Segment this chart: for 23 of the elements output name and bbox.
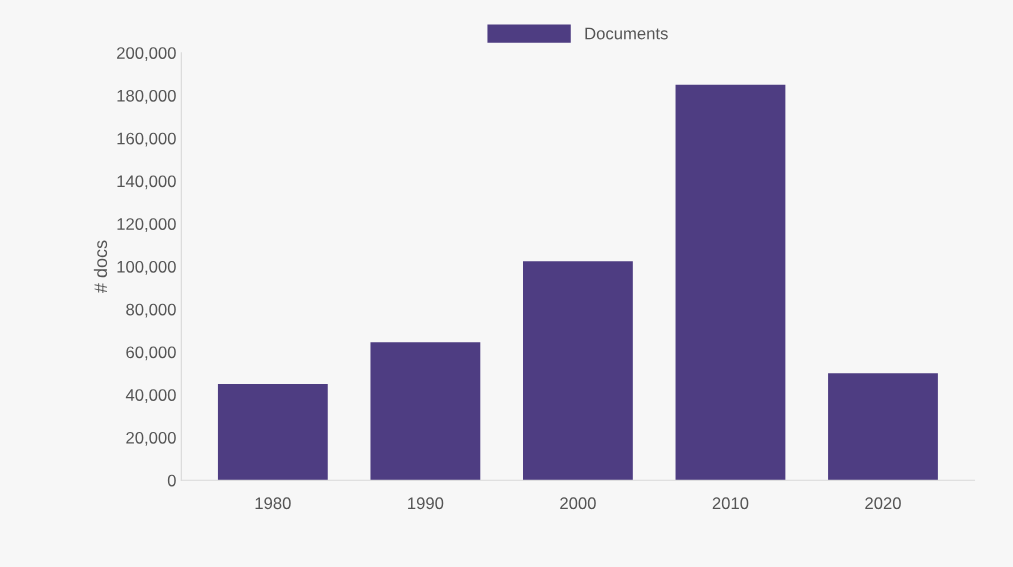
y-tick-label: 140,000: [117, 175, 176, 190]
x-tick-label: 1990: [408, 497, 444, 510]
x-tick-label: 2020: [865, 497, 901, 510]
legend-label: Documents: [585, 27, 668, 40]
y-tick-label: 200,000: [117, 47, 176, 61]
y-tick-label: 20,000: [126, 431, 176, 446]
bar: [523, 261, 633, 481]
y-tick-label: 40,000: [125, 389, 176, 403]
y-tick-label: 0: [167, 474, 176, 487]
bar: [217, 384, 328, 481]
y-tick-label: 180,000: [117, 89, 176, 104]
x-tick-label: 2010: [712, 497, 749, 510]
bar: [675, 84, 786, 481]
y-tick-label: 120,000: [117, 218, 176, 232]
x-tick-label: 1980: [255, 497, 291, 510]
y-tick-label: 60,000: [126, 346, 176, 361]
y-axis-title: # docs: [93, 240, 108, 294]
bar: [828, 373, 938, 481]
bar: [370, 342, 481, 481]
y-tick-label: 160,000: [117, 132, 176, 147]
y-tick-label: 80,000: [126, 303, 176, 318]
y-tick-label: 100,000: [117, 260, 176, 275]
x-tick-label: 2000: [560, 497, 596, 510]
